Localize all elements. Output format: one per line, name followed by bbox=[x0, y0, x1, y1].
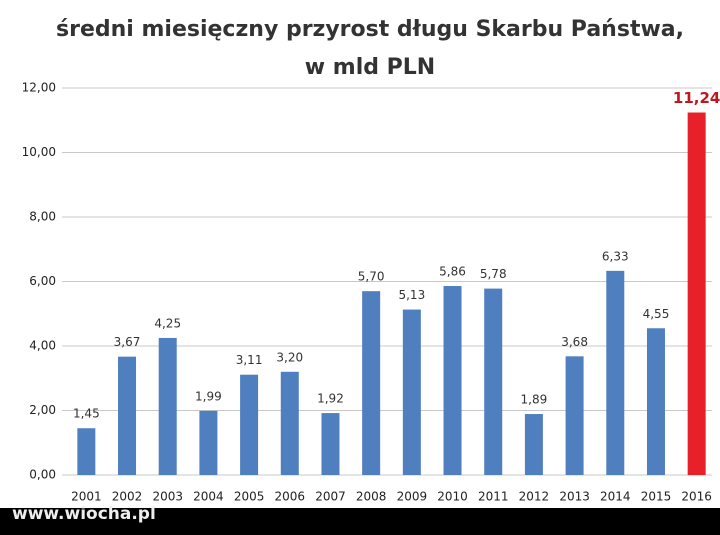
chart-subtitle: w mld PLN bbox=[305, 55, 435, 80]
bar bbox=[321, 413, 340, 475]
x-tick-label: 2008 bbox=[356, 490, 387, 504]
bar bbox=[565, 356, 584, 475]
value-label: 3,11 bbox=[236, 353, 263, 367]
x-tick-label: 2015 bbox=[641, 490, 672, 504]
bar bbox=[362, 291, 381, 475]
x-tick-label: 2004 bbox=[193, 490, 224, 504]
chart-title: średni miesięczny przyrost długu Skarbu … bbox=[56, 17, 684, 42]
bar bbox=[687, 112, 706, 475]
x-tick-label: 2010 bbox=[437, 490, 468, 504]
x-tick-label: 2009 bbox=[397, 490, 428, 504]
value-label: 11,24 bbox=[673, 89, 720, 107]
watermark-band bbox=[0, 508, 720, 535]
value-label: 5,78 bbox=[480, 267, 507, 281]
x-tick-label: 2014 bbox=[600, 490, 631, 504]
value-label: 3,68 bbox=[561, 335, 588, 349]
x-tick-label: 2001 bbox=[71, 490, 102, 504]
y-tick-label: 4,00 bbox=[29, 339, 56, 353]
x-tick-label: 2012 bbox=[519, 490, 550, 504]
bar bbox=[199, 410, 218, 475]
y-tick-label: 2,00 bbox=[29, 403, 56, 417]
x-tick-label: 2013 bbox=[559, 490, 590, 504]
value-label: 4,25 bbox=[154, 316, 181, 330]
x-tick-label: 2016 bbox=[681, 490, 712, 504]
x-tick-label: 2005 bbox=[234, 490, 265, 504]
value-label: 1,45 bbox=[73, 407, 100, 421]
x-tick-label: 2003 bbox=[152, 490, 183, 504]
value-label: 3,67 bbox=[114, 335, 141, 349]
bar bbox=[524, 414, 543, 475]
bar bbox=[402, 309, 421, 475]
bar bbox=[280, 371, 299, 475]
x-tick-label: 2007 bbox=[315, 490, 346, 504]
bar bbox=[484, 288, 503, 475]
x-tick-label: 2002 bbox=[112, 490, 143, 504]
bar bbox=[240, 374, 259, 475]
y-tick-label: 10,00 bbox=[22, 145, 56, 159]
value-label: 6,33 bbox=[602, 249, 629, 263]
y-tick-label: 12,00 bbox=[22, 81, 56, 95]
value-label: 1,89 bbox=[521, 393, 548, 407]
bar bbox=[443, 286, 462, 475]
bar bbox=[118, 356, 137, 475]
value-label: 5,86 bbox=[439, 265, 466, 279]
value-label: 5,70 bbox=[358, 270, 385, 284]
y-tick-label: 8,00 bbox=[29, 210, 56, 224]
value-label: 1,92 bbox=[317, 392, 344, 406]
value-label: 4,55 bbox=[643, 307, 670, 321]
watermark: www.wiocha.pl bbox=[12, 504, 156, 524]
value-label: 3,20 bbox=[276, 350, 303, 364]
bar bbox=[606, 270, 625, 475]
value-label: 1,99 bbox=[195, 389, 222, 403]
bar bbox=[158, 337, 177, 475]
y-tick-label: 0,00 bbox=[29, 468, 56, 482]
bar bbox=[77, 428, 96, 475]
x-tick-label: 2006 bbox=[275, 490, 306, 504]
value-label: 5,13 bbox=[398, 288, 425, 302]
bar bbox=[646, 328, 665, 475]
x-tick-label: 2011 bbox=[478, 490, 509, 504]
y-tick-label: 6,00 bbox=[29, 274, 56, 288]
